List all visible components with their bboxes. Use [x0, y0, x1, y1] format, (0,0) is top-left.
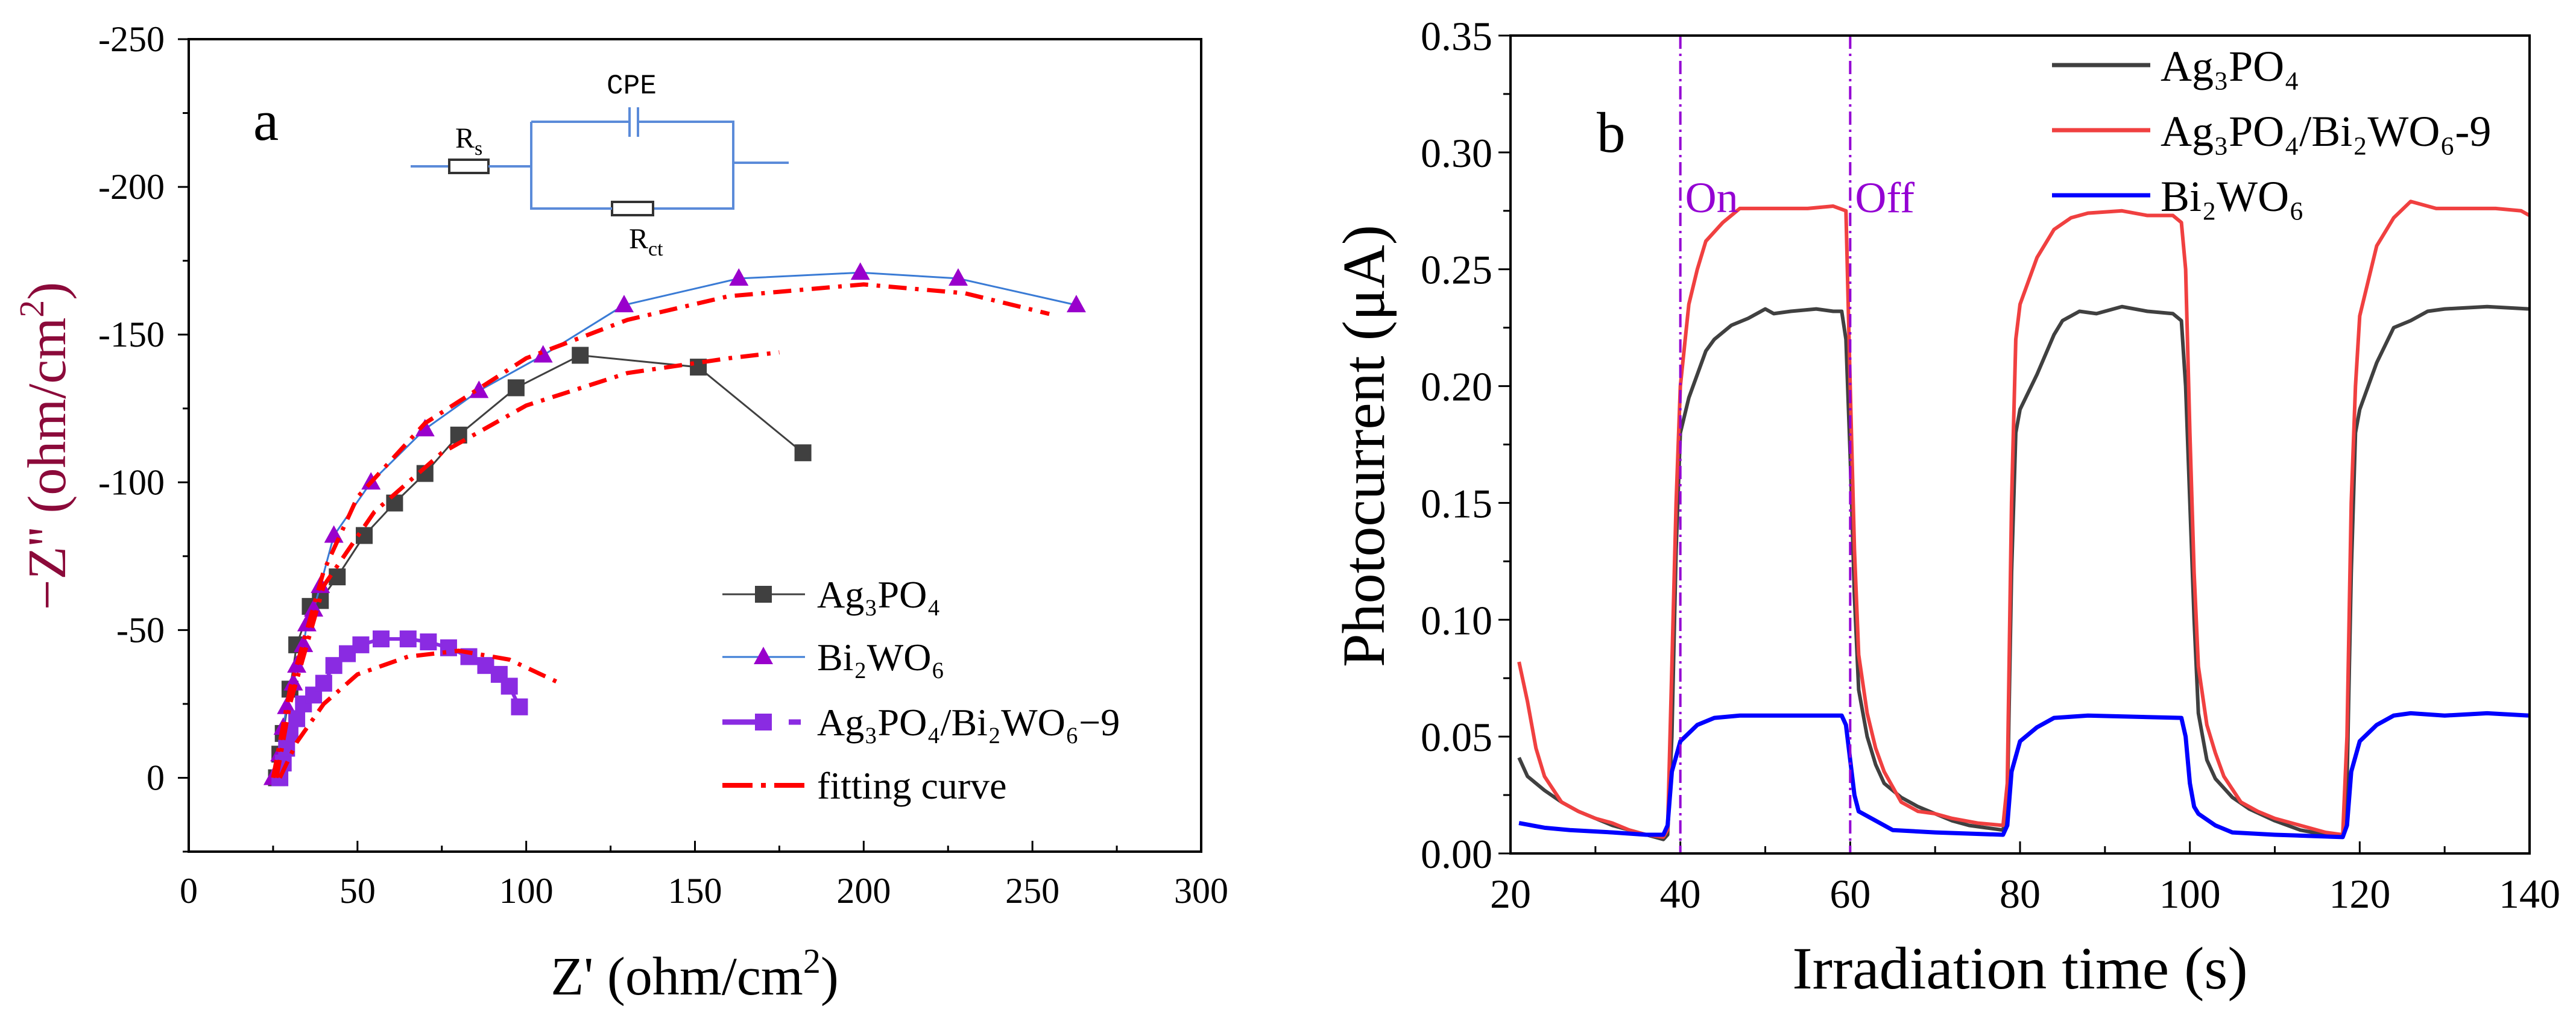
panel-b-y-axis-title: Photocurrent (μA) — [1330, 225, 1397, 667]
circuit-label-rs: Rs — [455, 122, 482, 160]
y-tick-label: -150 — [98, 315, 165, 354]
x-tick-label: 0 — [180, 871, 198, 911]
y-tick-label: 0.05 — [1421, 714, 1492, 760]
panel-a-y-axis-title: −Z'' (ohm/cm2) — [12, 282, 77, 611]
x-tick-label: 150 — [668, 871, 722, 911]
series-line — [276, 354, 804, 778]
data-point — [386, 494, 403, 512]
series-3 — [271, 282, 1050, 779]
legend-item: Ag₃PO₄ — [722, 573, 941, 616]
panel-a-legend: Ag₃PO₄ Bi₂WO₆ Ag₃PO₄/Bi₂WO₆−9 fitting curve — [722, 573, 1120, 807]
x-tick-label: 20 — [1490, 871, 1531, 917]
y-tick-label: 0.20 — [1421, 364, 1492, 410]
series-2 — [271, 630, 528, 787]
x-tick-label: 50 — [339, 871, 376, 911]
y-tick-label: 0 — [147, 758, 165, 797]
series-line-2 — [1518, 711, 2530, 840]
legend-item: Ag₃PO₄/Bi₂WO₆-9 — [2052, 107, 2491, 156]
data-point — [572, 347, 589, 364]
equivalent-circuit-diagram — [411, 107, 789, 216]
data-point — [352, 636, 370, 653]
legend-label: Bi₂WO₆ — [817, 636, 945, 679]
panel-a-eis-nyquist: 0 50 100 150 200 250 300 0 -50 -100 -150 -200 -250 a… — [12, 19, 1228, 1007]
legend-swatch-marker — [755, 586, 772, 603]
panel-a-label: a — [253, 89, 279, 152]
x-tick-label: 200 — [836, 871, 891, 911]
y-tick-label: 0.15 — [1421, 480, 1492, 526]
legend-item: Bi₂WO₆ — [722, 636, 945, 679]
legend-label: Ag₃PO₄/Bi₂WO₆-9 — [2161, 107, 2491, 156]
y-tick-label: 0.10 — [1421, 597, 1492, 643]
x-tick-label: 120 — [2329, 871, 2390, 917]
data-point — [500, 677, 518, 695]
x-tick-label: 250 — [1005, 871, 1059, 911]
panel-a-x-axis-title: Z' (ohm/cm2) — [551, 941, 839, 1007]
x-tick-label: 140 — [2499, 871, 2560, 917]
panel-b-photocurrent: 20 40 60 80 100 120 140 0.00 0.05 0.10 0.15 0.20 0.2… — [1330, 13, 2560, 1002]
data-point — [729, 268, 749, 286]
circuit-label-rct: Rct — [629, 223, 663, 260]
legend-label: fitting curve — [817, 764, 1007, 807]
panel-b-x-axis-title: Irradiation time (s) — [1792, 935, 2247, 1002]
legend-item: Bi₂WO₆ — [2052, 172, 2304, 221]
data-point — [1066, 295, 1086, 313]
x-tick-label: 80 — [2000, 871, 2041, 917]
data-point — [533, 345, 553, 363]
data-point — [324, 525, 344, 543]
data-point — [420, 633, 437, 650]
data-point — [283, 673, 303, 691]
y-tick-label: 0.00 — [1421, 831, 1492, 877]
data-point — [511, 698, 528, 715]
data-point — [949, 268, 968, 286]
legend-label: Ag₃PO₄ — [817, 573, 941, 616]
legend-swatch-marker — [755, 714, 772, 730]
fitting-curve-line — [277, 649, 561, 779]
x-tick-label: 40 — [1660, 871, 1701, 917]
panel-b-legend: Ag₃PO₄ Ag₃PO₄/Bi₂WO₆-9 Bi₂WO₆ — [2052, 42, 2491, 221]
legend-label: Ag₃PO₄/Bi₂WO₆−9 — [817, 701, 1120, 744]
x-tick-label: 300 — [1174, 871, 1228, 911]
annotation-off: Off — [1855, 174, 1915, 222]
x-tick-label: 60 — [1829, 871, 1870, 917]
data-point — [294, 634, 314, 652]
legend-item: Ag₃PO₄/Bi₂WO₆−9 — [722, 701, 1120, 744]
data-point — [794, 444, 812, 462]
x-tick-label: 100 — [2159, 871, 2221, 917]
panel-b-plot-frame — [1509, 34, 2531, 855]
legend-item: fitting curve — [722, 764, 1007, 807]
panel-b-label: b — [1597, 101, 1626, 165]
legend-label: Ag₃PO₄ — [2161, 42, 2299, 90]
data-point — [507, 379, 525, 397]
data-point — [373, 630, 390, 648]
data-point — [415, 419, 435, 437]
data-point — [277, 696, 297, 714]
legend-item: Ag₃PO₄ — [2052, 42, 2299, 90]
legend-swatch-marker — [754, 647, 773, 664]
data-point — [440, 639, 457, 656]
y-tick-label: -250 — [98, 19, 165, 59]
annotation-on: On — [1685, 174, 1738, 222]
y-tick-label: 0.25 — [1421, 247, 1492, 293]
data-point — [288, 710, 306, 727]
series-line-1 — [1517, 199, 2531, 839]
fitting-curve-line — [274, 350, 780, 779]
x-tick-label: 100 — [499, 871, 554, 911]
y-tick-label: -50 — [116, 610, 165, 650]
y-tick-label: -100 — [98, 462, 165, 502]
data-point — [614, 295, 634, 313]
y-tick-label: 0.35 — [1421, 13, 1492, 59]
legend-label: Bi₂WO₆ — [2161, 172, 2304, 221]
data-point — [399, 630, 417, 648]
y-tick-label: 0.30 — [1421, 130, 1492, 176]
data-point — [304, 599, 324, 617]
data-point — [850, 262, 870, 280]
circuit-label-cpe: CPE — [607, 71, 657, 102]
data-point — [315, 674, 332, 692]
y-tick-label: -200 — [98, 167, 165, 207]
